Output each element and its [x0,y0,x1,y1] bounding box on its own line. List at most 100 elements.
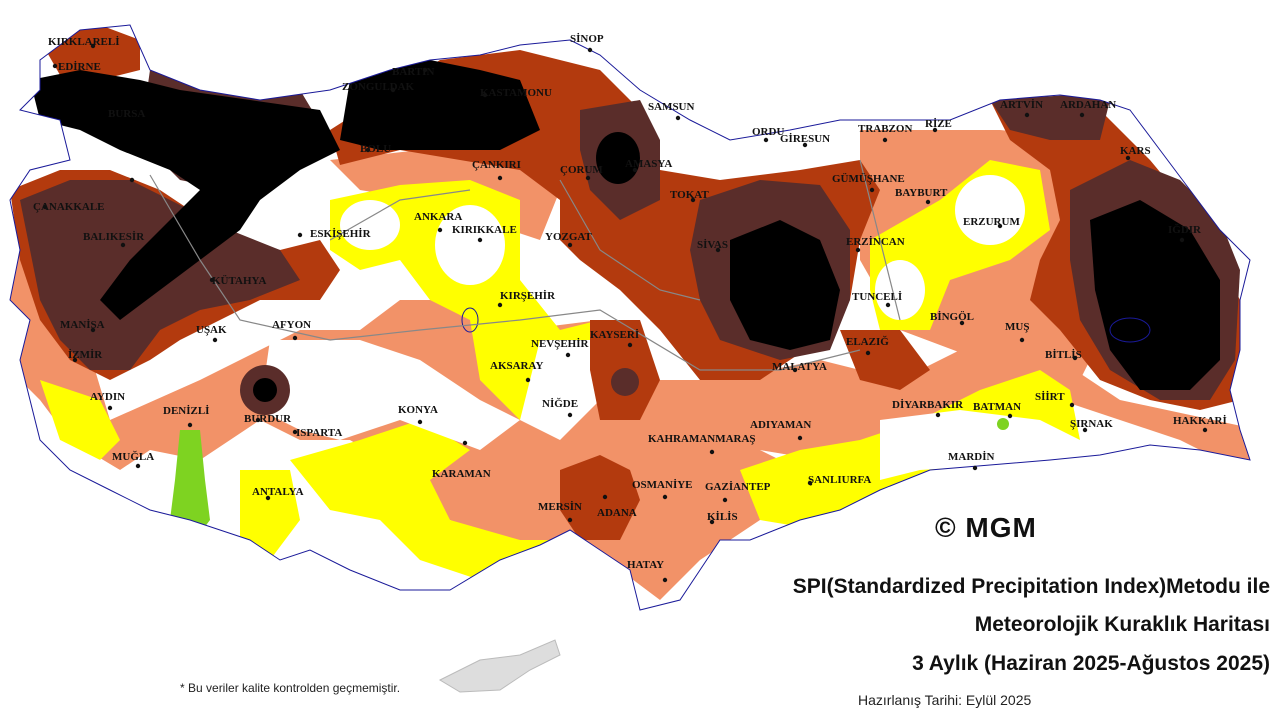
svg-text:AMASYA: AMASYA [625,158,672,170]
zone-normal-samsun [640,95,730,160]
zone-extreme-amasya [596,132,640,184]
zone-extreme-sivas [730,220,840,350]
city-malatya: MALATYA [772,361,827,373]
city-cankiri: ÇANKIRI [472,159,521,181]
svg-text:KIRIKKALE: KIRIKKALE [452,224,517,236]
zone-wet-batman [997,418,1009,430]
city-kirsehir: KIRŞEHİR [497,290,556,308]
svg-text:ADANA: ADANA [597,507,637,519]
city-sanliurfa: ŞANLIURFA [807,474,871,486]
city-karaman: KARAMAN [432,440,491,480]
svg-text:YOZGAT: YOZGAT [545,231,593,243]
city-mardin: MARDİN [948,451,994,471]
city-artvin: ARTVİN [1000,99,1043,118]
svg-text:ANKARA: ANKARA [414,211,462,223]
region-borders [149,159,901,371]
svg-text:KİLİS: KİLİS [707,511,738,523]
city-ardahan: ARDAHAN [1060,99,1116,118]
zone-near-normal-antalya [240,470,300,560]
map-title-line1: SPI(Standardized Precipitation Index)Met… [792,575,1270,598]
svg-text:MARDİN: MARDİN [948,451,994,463]
svg-text:KARS: KARS [1120,145,1151,157]
city-siirt: SİİRT [1035,391,1075,408]
svg-text:TUNCELİ: TUNCELİ [852,291,902,303]
city-izmir: İZMİR [68,349,103,363]
svg-text:BALIKESİR: BALIKESİR [83,231,145,243]
svg-text:ANTALYA: ANTALYA [252,486,304,498]
city-amasya: AMASYA [625,158,672,173]
svg-text:DİYARBAKIR: DİYARBAKIR [892,399,964,411]
svg-text:İZMİR: İZMİR [68,349,103,361]
svg-text:AYDIN: AYDIN [90,391,125,403]
city-mus: MUŞ [1005,321,1029,343]
city-burdur: BURDUR [244,413,292,425]
city-eskisehir: ESKİŞEHİR [297,228,372,240]
city-yozgat: YOZGAT [545,231,593,248]
quality-footnote: * Bu veriler kalite kontrolden geçmemişt… [180,681,401,695]
svg-text:IĞDIR: IĞDIR [1168,223,1202,236]
city-mersin: MERSİN [538,501,582,523]
city-konya: KONYA [398,404,438,425]
svg-text:SİNOP: SİNOP [570,33,604,45]
city-rize: RİZE [925,118,952,133]
city-gumushane: GÜMÜŞHANE [832,172,905,193]
svg-text:ŞIRNAK: ŞIRNAK [1070,418,1113,430]
city-usak: UŞAK [196,324,227,343]
svg-text:MANİSA: MANİSA [60,319,105,331]
zone-extreme-burdur [253,378,277,402]
city-tokat: TOKAT [670,189,709,203]
zone-normal-ankara [435,205,505,285]
svg-text:NEVŞEHİR: NEVŞEHİR [531,338,590,350]
city-aksaray: AKSARAY [490,360,543,383]
city-nevsehir: NEVŞEHİR [531,338,590,358]
zone-extreme-northwest [30,70,340,320]
svg-text:SAMSUN: SAMSUN [648,101,695,113]
svg-text:ARTVİN: ARTVİN [1000,99,1043,111]
city-mugla: MUĞLA [112,450,154,469]
svg-text:ŞANLIURFA: ŞANLIURFA [808,474,871,486]
zone-normal-erzurum [955,175,1025,245]
svg-text:MERSİN: MERSİN [538,501,582,513]
city-adiyaman: ADIYAMAN [750,419,811,441]
city-nigde: NİĞDE [542,397,578,418]
svg-text:ESKİŞEHİR: ESKİŞEHİR [310,228,372,240]
svg-text:ELAZIĞ: ELAZIĞ [846,335,889,348]
city-hakkari: HAKKARİ [1173,415,1227,433]
city-kayseri: KAYSERİ [590,329,639,348]
svg-text:MUŞ: MUŞ [1005,321,1029,333]
city-kirikkale: KIRIKKALE [452,224,517,243]
svg-text:OSMANİYE: OSMANİYE [632,479,693,491]
city-kahramanmaras: KAHRAMANMARAŞ [648,433,756,455]
svg-text:ÇORUM: ÇORUM [560,164,603,176]
city-manisa: MANİSA [60,319,105,333]
svg-text:GİRESUN: GİRESUN [780,133,830,145]
city-bingol: BİNGÖL [930,310,974,326]
prepared-date: Hazırlanış Tarihi: Eylül 2025 [858,692,1032,708]
city-sivas: SİVAS [697,239,728,253]
city-diyarbakir: DİYARBAKIR [892,399,964,418]
cyprus [438,639,561,693]
svg-text:KONYA: KONYA [398,404,438,416]
city-isparta: ISPARTA [292,427,342,439]
city-trabzon: TRABZON [858,123,912,143]
svg-text:GAZİANTEP: GAZİANTEP [705,481,771,493]
copyright-mark: © MGM [935,512,1037,543]
zone-normal-nigde [520,340,600,440]
city-bolu: BOLU [360,143,391,155]
city-tunceli: TUNCELİ [852,291,902,308]
zone-moderate-south [560,455,640,540]
map-title-line3: 3 Aylık (Haziran 2025-Ağustos 2025) [912,652,1270,675]
svg-text:BARTIN: BARTIN [392,66,434,78]
svg-text:KAHRAMANMARAŞ: KAHRAMANMARAŞ [648,433,756,445]
city-samsun: SAMSUN [648,101,695,121]
svg-text:HAKKARİ: HAKKARİ [1173,415,1227,427]
svg-text:SİİRT: SİİRT [1035,391,1065,403]
city-sirnak: ŞIRNAK [1070,418,1113,433]
zone-wet-mugla [170,430,210,540]
svg-text:ADIYAMAN: ADIYAMAN [750,419,811,431]
svg-text:KAYSERİ: KAYSERİ [590,329,639,341]
svg-text:KASTAMONU: KASTAMONU [480,87,552,99]
zone-extreme-east [1090,200,1220,390]
city-bayburt: BAYBURT [895,187,948,205]
svg-text:NİĞDE: NİĞDE [542,397,578,410]
